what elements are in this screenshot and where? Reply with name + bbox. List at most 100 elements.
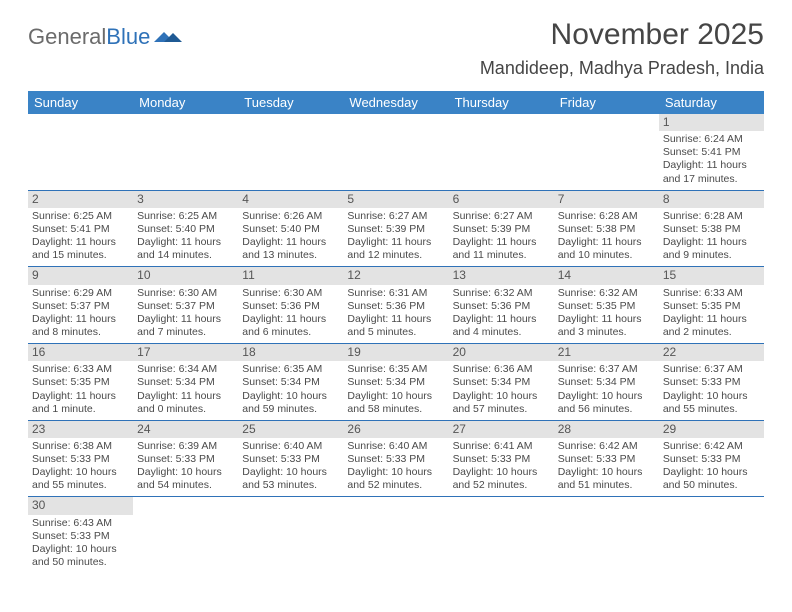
- day-number: 19: [343, 344, 448, 361]
- day-details: Sunrise: 6:37 AMSunset: 5:34 PMDaylight:…: [554, 361, 659, 420]
- calendar-page: GeneralBlue November 2025 Mandideep, Mad…: [0, 0, 792, 591]
- calendar-cell: 10Sunrise: 6:30 AMSunset: 5:37 PMDayligh…: [133, 267, 238, 344]
- sunrise-line: Sunrise: 6:31 AM: [347, 287, 444, 300]
- day-details: [133, 118, 238, 124]
- sunrise-line: Sunrise: 6:37 AM: [558, 363, 655, 376]
- calendar-head: Sunday Monday Tuesday Wednesday Thursday…: [28, 91, 764, 114]
- day-details: Sunrise: 6:33 AMSunset: 5:35 PMDaylight:…: [28, 361, 133, 420]
- calendar-body: 1Sunrise: 6:24 AMSunset: 5:41 PMDaylight…: [28, 114, 764, 573]
- day-number: 11: [238, 267, 343, 284]
- day-number: 7: [554, 191, 659, 208]
- calendar-cell: [449, 497, 554, 573]
- daylight-line: Daylight: 10 hours and 53 minutes.: [242, 466, 339, 492]
- daylight-line: Daylight: 11 hours and 14 minutes.: [137, 236, 234, 262]
- day-details: Sunrise: 6:28 AMSunset: 5:38 PMDaylight:…: [659, 208, 764, 267]
- daylight-line: Daylight: 11 hours and 0 minutes.: [137, 390, 234, 416]
- day-details: Sunrise: 6:32 AMSunset: 5:36 PMDaylight:…: [449, 285, 554, 344]
- day-details: Sunrise: 6:42 AMSunset: 5:33 PMDaylight:…: [659, 438, 764, 497]
- day-details: Sunrise: 6:43 AMSunset: 5:33 PMDaylight:…: [28, 515, 133, 574]
- day-number: 6: [449, 191, 554, 208]
- calendar-cell: 29Sunrise: 6:42 AMSunset: 5:33 PMDayligh…: [659, 420, 764, 497]
- calendar-row: 9Sunrise: 6:29 AMSunset: 5:37 PMDaylight…: [28, 267, 764, 344]
- daylight-line: Daylight: 10 hours and 55 minutes.: [32, 466, 129, 492]
- daylight-line: Daylight: 10 hours and 52 minutes.: [347, 466, 444, 492]
- day-number: 8: [659, 191, 764, 208]
- sunset-line: Sunset: 5:41 PM: [663, 146, 760, 159]
- sunrise-line: Sunrise: 6:25 AM: [137, 210, 234, 223]
- sunrise-line: Sunrise: 6:42 AM: [558, 440, 655, 453]
- day-number: 15: [659, 267, 764, 284]
- dayheader-sat: Saturday: [659, 91, 764, 114]
- daylight-line: Daylight: 11 hours and 10 minutes.: [558, 236, 655, 262]
- calendar-cell: [554, 114, 659, 190]
- day-details: Sunrise: 6:35 AMSunset: 5:34 PMDaylight:…: [343, 361, 448, 420]
- calendar-cell: 24Sunrise: 6:39 AMSunset: 5:33 PMDayligh…: [133, 420, 238, 497]
- sunset-line: Sunset: 5:34 PM: [558, 376, 655, 389]
- day-details: Sunrise: 6:34 AMSunset: 5:34 PMDaylight:…: [133, 361, 238, 420]
- calendar-cell: [343, 497, 448, 573]
- sunrise-line: Sunrise: 6:32 AM: [453, 287, 550, 300]
- day-details: Sunrise: 6:37 AMSunset: 5:33 PMDaylight:…: [659, 361, 764, 420]
- sunrise-line: Sunrise: 6:42 AM: [663, 440, 760, 453]
- day-details: Sunrise: 6:38 AMSunset: 5:33 PMDaylight:…: [28, 438, 133, 497]
- day-details: [343, 118, 448, 124]
- day-details: Sunrise: 6:33 AMSunset: 5:35 PMDaylight:…: [659, 285, 764, 344]
- calendar-cell: [238, 114, 343, 190]
- calendar-cell: 2Sunrise: 6:25 AMSunset: 5:41 PMDaylight…: [28, 190, 133, 267]
- day-number: 12: [343, 267, 448, 284]
- calendar-cell: 26Sunrise: 6:40 AMSunset: 5:33 PMDayligh…: [343, 420, 448, 497]
- sunset-line: Sunset: 5:38 PM: [663, 223, 760, 236]
- sunset-line: Sunset: 5:35 PM: [32, 376, 129, 389]
- day-details: Sunrise: 6:28 AMSunset: 5:38 PMDaylight:…: [554, 208, 659, 267]
- calendar-row: 16Sunrise: 6:33 AMSunset: 5:35 PMDayligh…: [28, 344, 764, 421]
- sunset-line: Sunset: 5:33 PM: [347, 453, 444, 466]
- day-number: 2: [28, 191, 133, 208]
- day-details: Sunrise: 6:36 AMSunset: 5:34 PMDaylight:…: [449, 361, 554, 420]
- sunset-line: Sunset: 5:33 PM: [32, 453, 129, 466]
- calendar-cell: [133, 497, 238, 573]
- day-details: [554, 501, 659, 507]
- dayheader-tue: Tuesday: [238, 91, 343, 114]
- day-number: 16: [28, 344, 133, 361]
- calendar-cell: 16Sunrise: 6:33 AMSunset: 5:35 PMDayligh…: [28, 344, 133, 421]
- calendar-cell: 19Sunrise: 6:35 AMSunset: 5:34 PMDayligh…: [343, 344, 448, 421]
- sunset-line: Sunset: 5:33 PM: [663, 453, 760, 466]
- day-details: Sunrise: 6:25 AMSunset: 5:41 PMDaylight:…: [28, 208, 133, 267]
- dayheader-fri: Friday: [554, 91, 659, 114]
- day-details: Sunrise: 6:32 AMSunset: 5:35 PMDaylight:…: [554, 285, 659, 344]
- calendar-cell: 27Sunrise: 6:41 AMSunset: 5:33 PMDayligh…: [449, 420, 554, 497]
- day-details: Sunrise: 6:40 AMSunset: 5:33 PMDaylight:…: [343, 438, 448, 497]
- sunrise-line: Sunrise: 6:28 AM: [663, 210, 760, 223]
- day-number: 10: [133, 267, 238, 284]
- sunset-line: Sunset: 5:39 PM: [347, 223, 444, 236]
- daylight-line: Daylight: 11 hours and 7 minutes.: [137, 313, 234, 339]
- daylight-line: Daylight: 11 hours and 13 minutes.: [242, 236, 339, 262]
- day-number: 14: [554, 267, 659, 284]
- day-number: 5: [343, 191, 448, 208]
- daylight-line: Daylight: 11 hours and 8 minutes.: [32, 313, 129, 339]
- sunrise-line: Sunrise: 6:40 AM: [347, 440, 444, 453]
- location-line: Mandideep, Madhya Pradesh, India: [480, 58, 764, 79]
- dayheader-thu: Thursday: [449, 91, 554, 114]
- daylight-line: Daylight: 10 hours and 55 minutes.: [663, 390, 760, 416]
- day-number: 1: [659, 114, 764, 131]
- day-number: 17: [133, 344, 238, 361]
- sunrise-line: Sunrise: 6:28 AM: [558, 210, 655, 223]
- daylight-line: Daylight: 11 hours and 4 minutes.: [453, 313, 550, 339]
- day-details: Sunrise: 6:40 AMSunset: 5:33 PMDaylight:…: [238, 438, 343, 497]
- sunset-line: Sunset: 5:33 PM: [558, 453, 655, 466]
- daylight-line: Daylight: 11 hours and 2 minutes.: [663, 313, 760, 339]
- sunset-line: Sunset: 5:36 PM: [242, 300, 339, 313]
- day-number: 18: [238, 344, 343, 361]
- day-details: [238, 501, 343, 507]
- day-details: Sunrise: 6:24 AMSunset: 5:41 PMDaylight:…: [659, 131, 764, 190]
- dayheader-sun: Sunday: [28, 91, 133, 114]
- sunrise-line: Sunrise: 6:26 AM: [242, 210, 339, 223]
- calendar-cell: 14Sunrise: 6:32 AMSunset: 5:35 PMDayligh…: [554, 267, 659, 344]
- daylight-line: Daylight: 11 hours and 11 minutes.: [453, 236, 550, 262]
- calendar-cell: 28Sunrise: 6:42 AMSunset: 5:33 PMDayligh…: [554, 420, 659, 497]
- calendar-cell: 6Sunrise: 6:27 AMSunset: 5:39 PMDaylight…: [449, 190, 554, 267]
- day-number: 21: [554, 344, 659, 361]
- sunset-line: Sunset: 5:34 PM: [347, 376, 444, 389]
- calendar-cell: 22Sunrise: 6:37 AMSunset: 5:33 PMDayligh…: [659, 344, 764, 421]
